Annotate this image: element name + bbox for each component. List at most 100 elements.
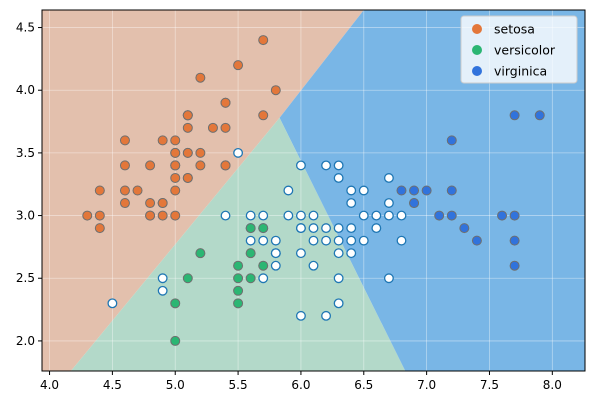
point-unlabeled (333, 273, 344, 284)
point-setosa (195, 160, 206, 171)
y-axis: 2.0 2.5 3.0 3.5 4.0 4.5 (16, 21, 42, 348)
point-setosa (170, 172, 181, 183)
point-setosa (132, 185, 143, 196)
point-unlabeled (258, 273, 269, 284)
x-tick-label: 8.0 (543, 378, 562, 392)
legend-marker-setosa (472, 24, 482, 34)
point-unlabeled (308, 260, 319, 271)
point-virginica (509, 110, 520, 121)
x-tick-label: 7.5 (480, 378, 499, 392)
point-setosa (195, 147, 206, 158)
point-virginica (446, 135, 457, 146)
point-setosa (157, 210, 168, 221)
point-unlabeled (321, 223, 332, 234)
point-setosa (170, 135, 181, 146)
point-unlabeled (346, 223, 357, 234)
point-versicolor (182, 273, 193, 284)
point-unlabeled (346, 198, 357, 208)
point-unlabeled (295, 223, 306, 234)
y-tick-label: 2.5 (16, 271, 35, 285)
point-setosa (145, 198, 156, 209)
point-setosa (94, 223, 105, 234)
decision-regions (42, 10, 585, 371)
point-unlabeled (283, 210, 294, 221)
point-setosa (170, 147, 181, 158)
point-setosa (220, 160, 231, 171)
point-unlabeled (321, 310, 332, 321)
point-versicolor (233, 285, 244, 296)
point-unlabeled (333, 248, 344, 259)
point-setosa (145, 160, 156, 171)
point-setosa (119, 185, 130, 196)
point-setosa (94, 185, 105, 196)
point-virginica (509, 235, 520, 246)
point-unlabeled (270, 248, 281, 259)
point-setosa (258, 35, 269, 46)
point-versicolor (170, 335, 181, 346)
point-setosa (119, 135, 130, 146)
point-setosa (119, 198, 130, 209)
point-unlabeled (233, 147, 244, 158)
point-unlabeled (245, 210, 256, 221)
point-unlabeled (358, 185, 369, 196)
point-unlabeled (346, 248, 357, 259)
region-versicolor (70, 117, 406, 371)
point-unlabeled (283, 185, 294, 196)
x-tick-label: 6.0 (291, 378, 310, 392)
y-tick-label: 4.5 (16, 21, 35, 35)
point-versicolor (258, 223, 269, 234)
point-setosa (182, 110, 193, 121)
point-virginica (509, 210, 520, 221)
point-versicolor (233, 298, 244, 309)
point-versicolor (233, 273, 244, 284)
x-tick-label: 4.5 (103, 378, 122, 392)
point-setosa (207, 122, 218, 133)
legend-marker-versicolor (472, 45, 482, 55)
y-tick-label: 3.5 (16, 146, 35, 160)
legend-box (460, 15, 578, 84)
point-unlabeled (346, 235, 357, 246)
point-versicolor (245, 223, 256, 234)
legend-label-versicolor: versicolor (494, 43, 556, 58)
point-virginica (509, 260, 520, 271)
point-setosa (170, 210, 181, 221)
x-tick-label: 4.0 (40, 378, 59, 392)
point-setosa (170, 160, 181, 171)
point-virginica (459, 223, 470, 234)
point-versicolor (245, 273, 256, 284)
legend-label-virginica: virginica (494, 64, 547, 79)
point-unlabeled (333, 235, 344, 246)
point-setosa (157, 135, 168, 146)
y-tick-label: 4.0 (16, 83, 35, 97)
point-unlabeled (333, 298, 344, 309)
point-unlabeled (321, 160, 332, 171)
point-unlabeled (396, 235, 407, 246)
point-virginica (534, 110, 545, 121)
point-unlabeled (333, 160, 344, 171)
point-setosa (157, 198, 168, 209)
point-unlabeled (258, 210, 269, 221)
point-setosa (182, 147, 193, 158)
plot-frame (41, 9, 586, 372)
point-unlabeled (295, 160, 306, 171)
point-setosa (82, 210, 93, 221)
point-setosa (270, 85, 281, 96)
point-unlabeled (157, 273, 168, 284)
point-unlabeled (308, 235, 319, 246)
legend-marker-virginica (472, 66, 482, 76)
x-tick-label: 5.5 (229, 378, 248, 392)
point-unlabeled (295, 310, 306, 321)
x-tick-label: 7.0 (417, 378, 436, 392)
point-unlabeled (383, 210, 394, 221)
point-virginica (434, 210, 445, 221)
point-setosa (182, 172, 193, 183)
point-unlabeled (371, 210, 382, 221)
point-setosa (233, 60, 244, 71)
region-virginica (279, 10, 585, 371)
point-unlabeled (383, 198, 394, 208)
point-virginica (396, 185, 407, 196)
point-unlabeled (346, 185, 357, 196)
point-setosa (119, 160, 130, 171)
x-tick-label: 5.0 (166, 378, 185, 392)
x-tick-label: 6.5 (354, 378, 373, 392)
